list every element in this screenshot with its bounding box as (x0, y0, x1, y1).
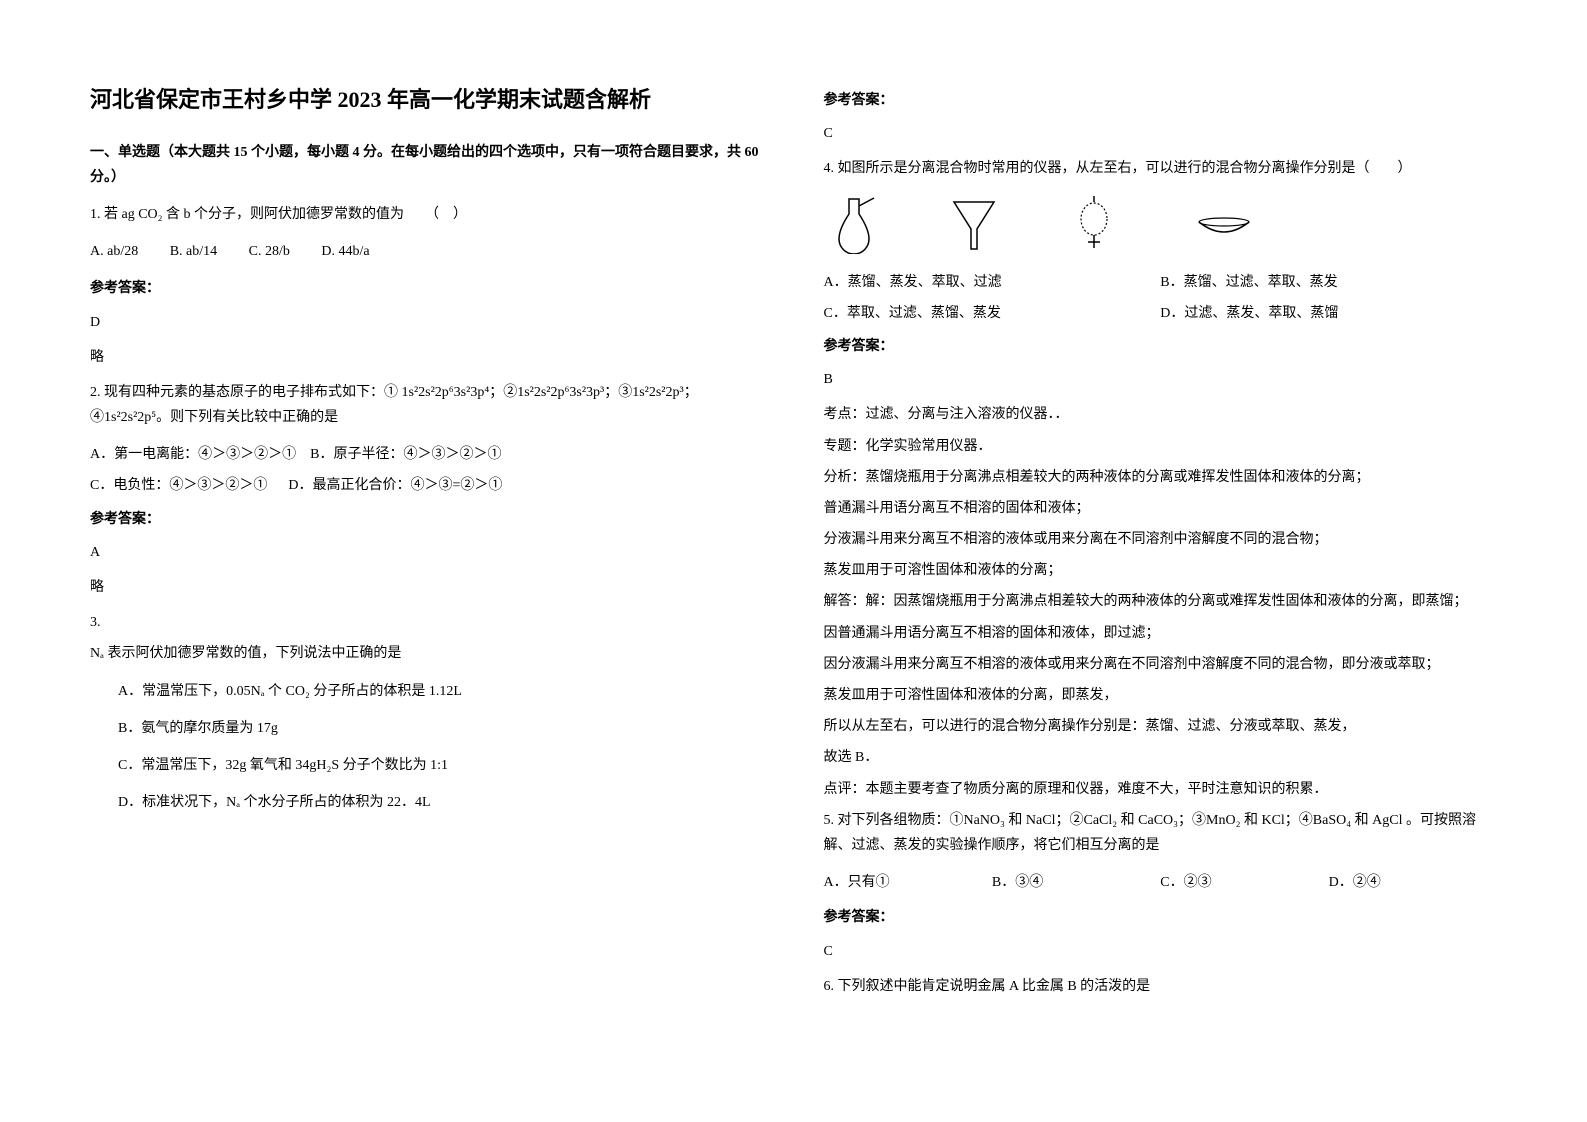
q4-answer: B (824, 367, 1498, 392)
q2-stem: 2. 现有四种元素的基态原子的电子排布式如下：① 1s²2s²2p⁶3s²3p⁴… (90, 380, 764, 430)
q4-optA: A．蒸馏、蒸发、萃取、过滤 (824, 270, 1161, 295)
q4-answer-label: 参考答案： (824, 334, 1498, 359)
q1-answer: D (90, 310, 764, 335)
q2-optA: A．第一电离能：④＞③＞②＞① (90, 447, 296, 462)
q1-optB: B. ab/14 (170, 244, 217, 259)
q1-optA: A. ab/28 (90, 244, 138, 259)
q3-answer: C (824, 121, 1498, 146)
q5-options: A．只有① B．③④ C．②③ D．②④ (824, 870, 1498, 895)
evaporating-dish-icon (1184, 194, 1264, 254)
q1-answer-label: 参考答案： (90, 276, 764, 301)
q3-optC: C．常温常压下，32g 氧气和 34gH₂S 分子个数比为 1:1 (118, 753, 764, 778)
q4-optD: D．过滤、蒸发、萃取、蒸馏 (1160, 301, 1497, 326)
q1-options: A. ab/28 B. ab/14 C. 28/b D. 44b/a (90, 239, 764, 264)
q4-exp6: 蒸发皿用于可溶性固体和液体的分离； (824, 558, 1498, 583)
q3-stem: Nₐ 表示阿伏加德罗常数的值，下列说法中正确的是 (90, 641, 764, 666)
q3-optB: B．氨气的摩尔质量为 17g (118, 716, 764, 741)
q1-optC: C. 28/b (249, 244, 290, 259)
q4-exp11: 所以从左至右，可以进行的混合物分离操作分别是：蒸馏、过滤、分液或萃取、蒸发， (824, 714, 1498, 739)
q4-apparatus-row (824, 194, 1498, 254)
q2-optC: C．电负性：④＞③＞②＞① (90, 478, 267, 493)
q5-answer-label: 参考答案： (824, 905, 1498, 930)
q5-answer: C (824, 939, 1498, 964)
q4-options-row1: A．蒸馏、蒸发、萃取、过滤 B．蒸馏、过滤、萃取、蒸发 (824, 270, 1498, 295)
q6-stem: 6. 下列叙述中能肯定说明金属 A 比金属 B 的活泼的是 (824, 974, 1498, 999)
q4-exp7: 解答：解：因蒸馏烧瓶用于分离沸点相差较大的两种液体的分离或难挥发性固体和液体的分… (824, 589, 1498, 614)
q5-optD: D．②④ (1329, 870, 1497, 895)
q2-answer: A (90, 540, 764, 565)
q2-brief: 略 (90, 575, 764, 600)
q4-exp5: 分液漏斗用来分离互不相溶的液体或用来分离在不同溶剂中溶解度不同的混合物； (824, 527, 1498, 552)
q4-optB: B．蒸馏、过滤、萃取、蒸发 (1160, 270, 1497, 295)
q3-answer-label: 参考答案： (824, 88, 1498, 113)
q4-exp10: 蒸发皿用于可溶性固体和液体的分离，即蒸发， (824, 683, 1498, 708)
q4-options-row2: C．萃取、过滤、蒸馏、蒸发 D．过滤、蒸发、萃取、蒸馏 (824, 301, 1498, 326)
q5-optC: C．②③ (1160, 870, 1328, 895)
q4-optC: C．萃取、过滤、蒸馏、蒸发 (824, 301, 1161, 326)
q5-stem: 5. 对下列各组物质：①NaNO₃ 和 NaCl；②CaCl₂ 和 CaCO₃；… (824, 808, 1498, 858)
right-column: 参考答案： C 4. 如图所示是分离混合物时常用的仪器，从左至右，可以进行的混合… (824, 80, 1498, 1011)
section-header: 一、单选题（本大题共 15 个小题，每小题 4 分。在每小题给出的四个选项中，只… (90, 140, 764, 190)
q4-exp4: 普通漏斗用语分离互不相溶的固体和液体； (824, 496, 1498, 521)
q1-stem: 1. 若 ag CO₂ 含 b 个分子，则阿伏加德罗常数的值为 （ ） (90, 202, 764, 227)
q4-exp3: 分析：蒸馏烧瓶用于分离沸点相差较大的两种液体的分离或难挥发性固体和液体的分离； (824, 465, 1498, 490)
q2-answer-label: 参考答案： (90, 507, 764, 532)
q4-exp12: 故选 B． (824, 745, 1498, 770)
q5-optB: B．③④ (992, 870, 1160, 895)
funnel-icon (944, 194, 1004, 254)
q4-exp9: 因分液漏斗用来分离互不相溶的液体或用来分离在不同溶剂中溶解度不同的混合物，即分液… (824, 652, 1498, 677)
q5-optA: A．只有① (824, 870, 992, 895)
document-title: 河北省保定市王村乡中学 2023 年高一化学期末试题含解析 (90, 80, 764, 120)
distillation-flask-icon (824, 194, 884, 254)
q3-optA: A．常温常压下，0.05Nₐ 个 CO₂ 分子所占的体积是 1.12L (118, 679, 764, 704)
separating-funnel-icon (1064, 194, 1124, 254)
q4-exp13: 点评：本题主要考查了物质分离的原理和仪器，难度不大，平时注意知识的积累． (824, 777, 1498, 802)
q4-exp2: 专题：化学实验常用仪器． (824, 434, 1498, 459)
q4-exp1: 考点：过滤、分离与注入溶液的仪器．． (824, 402, 1498, 427)
q3-optD: D．标准状况下，Nₐ 个水分子所占的体积为 22．4L (118, 790, 764, 815)
left-column: 河北省保定市王村乡中学 2023 年高一化学期末试题含解析 一、单选题（本大题共… (90, 80, 764, 1011)
q2-options-row2: C．电负性：④＞③＞②＞① D．最高正化合价：④＞③=②＞① (90, 473, 764, 498)
q2-optD: D．最高正化合价：④＞③=②＞① (288, 478, 502, 493)
q4-exp8: 因普通漏斗用语分离互不相溶的固体和液体，即过滤； (824, 621, 1498, 646)
q1-brief: 略 (90, 345, 764, 370)
q2-optB: B．原子半径：④＞③＞②＞① (310, 447, 501, 462)
q3-prefix: 3. (90, 610, 764, 635)
q1-optD: D. 44b/a (321, 244, 369, 259)
q2-options-row1: A．第一电离能：④＞③＞②＞① B．原子半径：④＞③＞②＞① (90, 442, 764, 467)
page-container: 河北省保定市王村乡中学 2023 年高一化学期末试题含解析 一、单选题（本大题共… (90, 80, 1497, 1011)
q4-stem: 4. 如图所示是分离混合物时常用的仪器，从左至右，可以进行的混合物分离操作分别是… (824, 156, 1498, 181)
